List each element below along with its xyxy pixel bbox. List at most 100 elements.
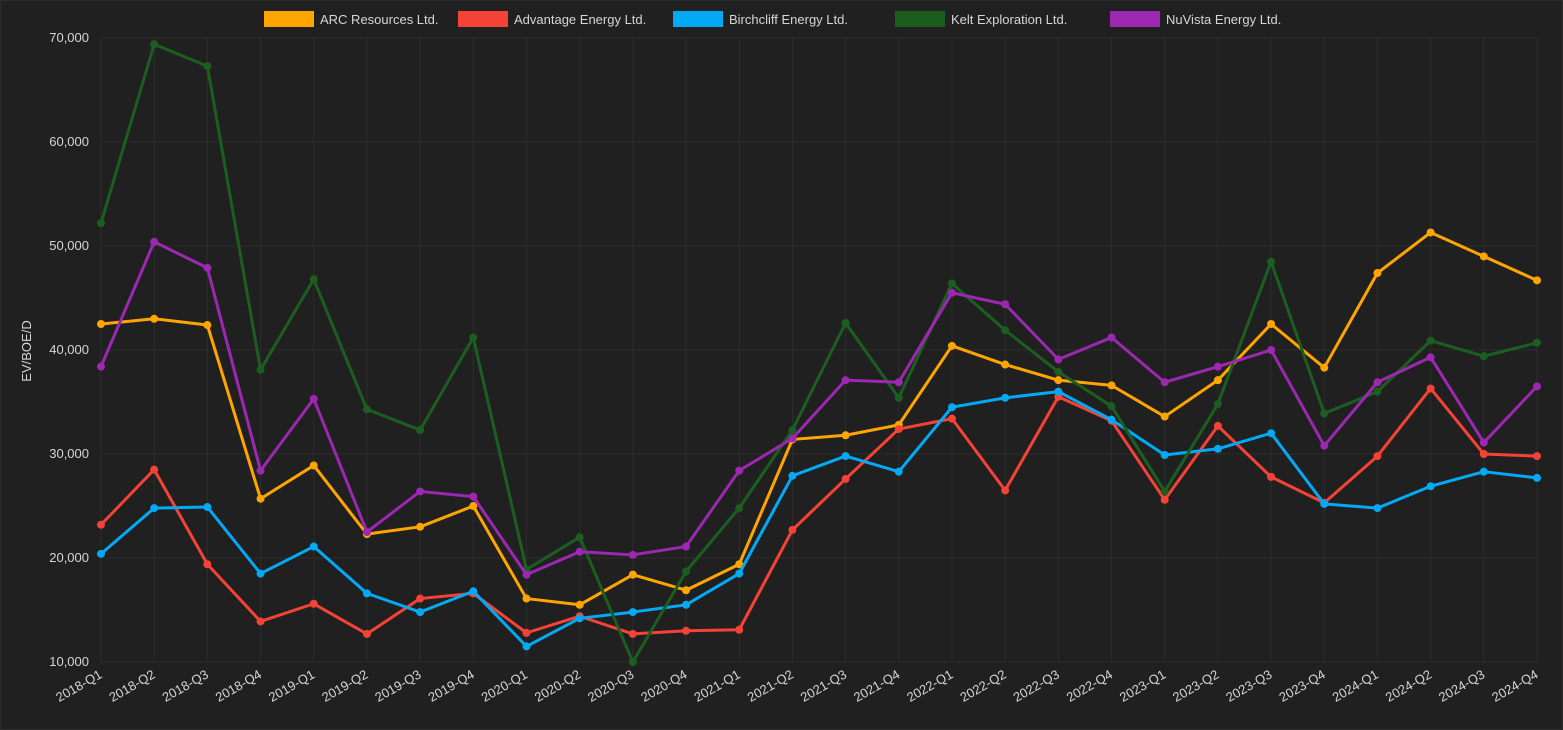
data-point[interactable] (416, 522, 425, 531)
data-point[interactable] (1320, 441, 1329, 450)
data-point[interactable] (362, 589, 371, 598)
data-point[interactable] (1373, 387, 1382, 396)
data-point[interactable] (1054, 387, 1063, 396)
data-point[interactable] (1479, 438, 1488, 447)
data-point[interactable] (894, 467, 903, 476)
data-point[interactable] (788, 426, 797, 435)
data-point[interactable] (309, 599, 318, 608)
data-point[interactable] (1267, 320, 1276, 328)
data-point[interactable] (628, 570, 637, 579)
data-point[interactable] (841, 431, 850, 440)
data-point[interactable] (628, 658, 637, 666)
data-point[interactable] (1479, 450, 1488, 458)
data-point[interactable] (309, 275, 318, 284)
data-point[interactable] (1213, 362, 1222, 371)
data-point[interactable] (309, 542, 318, 551)
data-point[interactable] (1107, 333, 1116, 342)
data-point[interactable] (841, 452, 850, 461)
data-point[interactable] (682, 626, 691, 635)
data-point[interactable] (1533, 382, 1541, 391)
data-point[interactable] (1001, 300, 1010, 309)
data-point[interactable] (735, 625, 744, 634)
data-point[interactable] (894, 393, 903, 402)
data-point[interactable] (150, 40, 159, 49)
data-point[interactable] (1160, 451, 1169, 460)
data-point[interactable] (1107, 415, 1116, 424)
data-point[interactable] (416, 594, 425, 603)
data-point[interactable] (1001, 393, 1010, 402)
data-point[interactable] (682, 586, 691, 595)
data-point[interactable] (1107, 381, 1116, 390)
data-point[interactable] (1533, 473, 1541, 482)
legend-item[interactable]: Advantage Energy Ltd. (458, 11, 646, 27)
data-point[interactable] (416, 608, 425, 617)
data-point[interactable] (947, 414, 956, 423)
data-point[interactable] (203, 321, 212, 330)
data-point[interactable] (788, 471, 797, 480)
data-point[interactable] (522, 628, 531, 637)
data-point[interactable] (682, 567, 691, 576)
data-point[interactable] (947, 279, 956, 288)
data-point[interactable] (1213, 400, 1222, 409)
data-point[interactable] (1479, 467, 1488, 476)
data-point[interactable] (469, 587, 478, 596)
data-point[interactable] (309, 461, 318, 470)
data-point[interactable] (628, 608, 637, 617)
data-point[interactable] (1479, 252, 1488, 261)
data-point[interactable] (575, 600, 584, 609)
data-point[interactable] (1533, 338, 1541, 347)
data-point[interactable] (203, 503, 212, 512)
legend-item[interactable]: ARC Resources Ltd. (264, 11, 439, 27)
data-point[interactable] (682, 542, 691, 551)
data-point[interactable] (1160, 487, 1169, 496)
data-point[interactable] (1426, 228, 1435, 237)
data-point[interactable] (469, 492, 478, 501)
data-point[interactable] (1426, 353, 1435, 362)
data-point[interactable] (947, 341, 956, 350)
data-point[interactable] (1160, 495, 1169, 504)
data-point[interactable] (1267, 472, 1276, 481)
data-point[interactable] (97, 219, 105, 228)
data-point[interactable] (97, 320, 105, 328)
data-point[interactable] (1320, 363, 1329, 372)
data-point[interactable] (362, 528, 371, 536)
data-point[interactable] (469, 333, 478, 342)
data-point[interactable] (203, 62, 212, 71)
data-point[interactable] (1533, 452, 1541, 461)
data-point[interactable] (1267, 257, 1276, 266)
data-point[interactable] (1320, 499, 1329, 508)
legend-item[interactable]: Kelt Exploration Ltd. (895, 11, 1067, 27)
data-point[interactable] (97, 549, 105, 558)
data-point[interactable] (150, 504, 159, 513)
data-point[interactable] (416, 426, 425, 435)
data-point[interactable] (362, 405, 371, 414)
data-point[interactable] (788, 525, 797, 534)
data-point[interactable] (256, 466, 265, 475)
data-point[interactable] (575, 547, 584, 556)
data-point[interactable] (628, 629, 637, 638)
data-point[interactable] (1160, 412, 1169, 421)
data-point[interactable] (1054, 367, 1063, 376)
data-point[interactable] (1373, 504, 1382, 513)
data-point[interactable] (1426, 336, 1435, 345)
data-point[interactable] (735, 504, 744, 513)
data-point[interactable] (735, 569, 744, 578)
data-point[interactable] (1267, 429, 1276, 438)
data-point[interactable] (522, 594, 531, 603)
legend-item[interactable]: Birchcliff Energy Ltd. (673, 11, 848, 27)
data-point[interactable] (1054, 376, 1063, 385)
data-point[interactable] (522, 570, 531, 579)
legend-item[interactable]: NuVista Energy Ltd. (1110, 11, 1281, 27)
data-point[interactable] (1426, 384, 1435, 393)
data-point[interactable] (150, 314, 159, 323)
data-point[interactable] (256, 617, 265, 626)
data-point[interactable] (256, 569, 265, 578)
data-point[interactable] (1213, 376, 1222, 385)
data-point[interactable] (1107, 402, 1116, 411)
data-point[interactable] (1320, 409, 1329, 418)
data-point[interactable] (735, 466, 744, 475)
data-point[interactable] (575, 533, 584, 542)
data-point[interactable] (1213, 444, 1222, 453)
data-point[interactable] (256, 365, 265, 374)
data-point[interactable] (1001, 360, 1010, 369)
